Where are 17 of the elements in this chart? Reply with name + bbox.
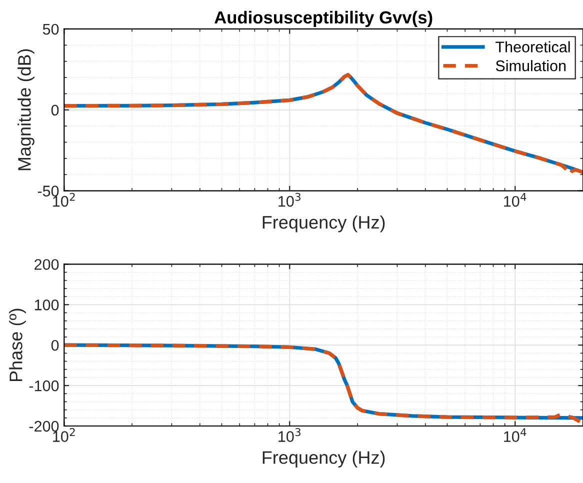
legend-label: Simulation: [496, 60, 566, 72]
x-tick-label: 10$^{3}$: [278, 428, 300, 442]
legend-label: Theoretical: [496, 41, 570, 52]
x-axis-title: Frequency (Hz): [262, 450, 385, 468]
y-tick-label: 200: [34, 259, 59, 270]
y-tick-label: 0: [51, 340, 59, 351]
x-tick-label: 10$^{4}$: [504, 428, 526, 442]
y-tick-label: 0: [51, 104, 59, 116]
chart-title: Audiosusceptibility Gvv(s): [214, 10, 432, 28]
y-tick-label: 100: [34, 300, 59, 310]
y-tick-label: 50: [42, 24, 59, 35]
y-axis-title: Phase (º): [9, 308, 26, 382]
x-axis-title: Frequency (Hz): [262, 215, 385, 232]
y-axis-title: Magnitude (dB): [18, 49, 34, 170]
y-tick-label: -100: [29, 380, 59, 392]
x-tick-label: 10$^{4}$: [504, 192, 526, 207]
x-tick-label: 10$^{3}$: [278, 192, 300, 207]
